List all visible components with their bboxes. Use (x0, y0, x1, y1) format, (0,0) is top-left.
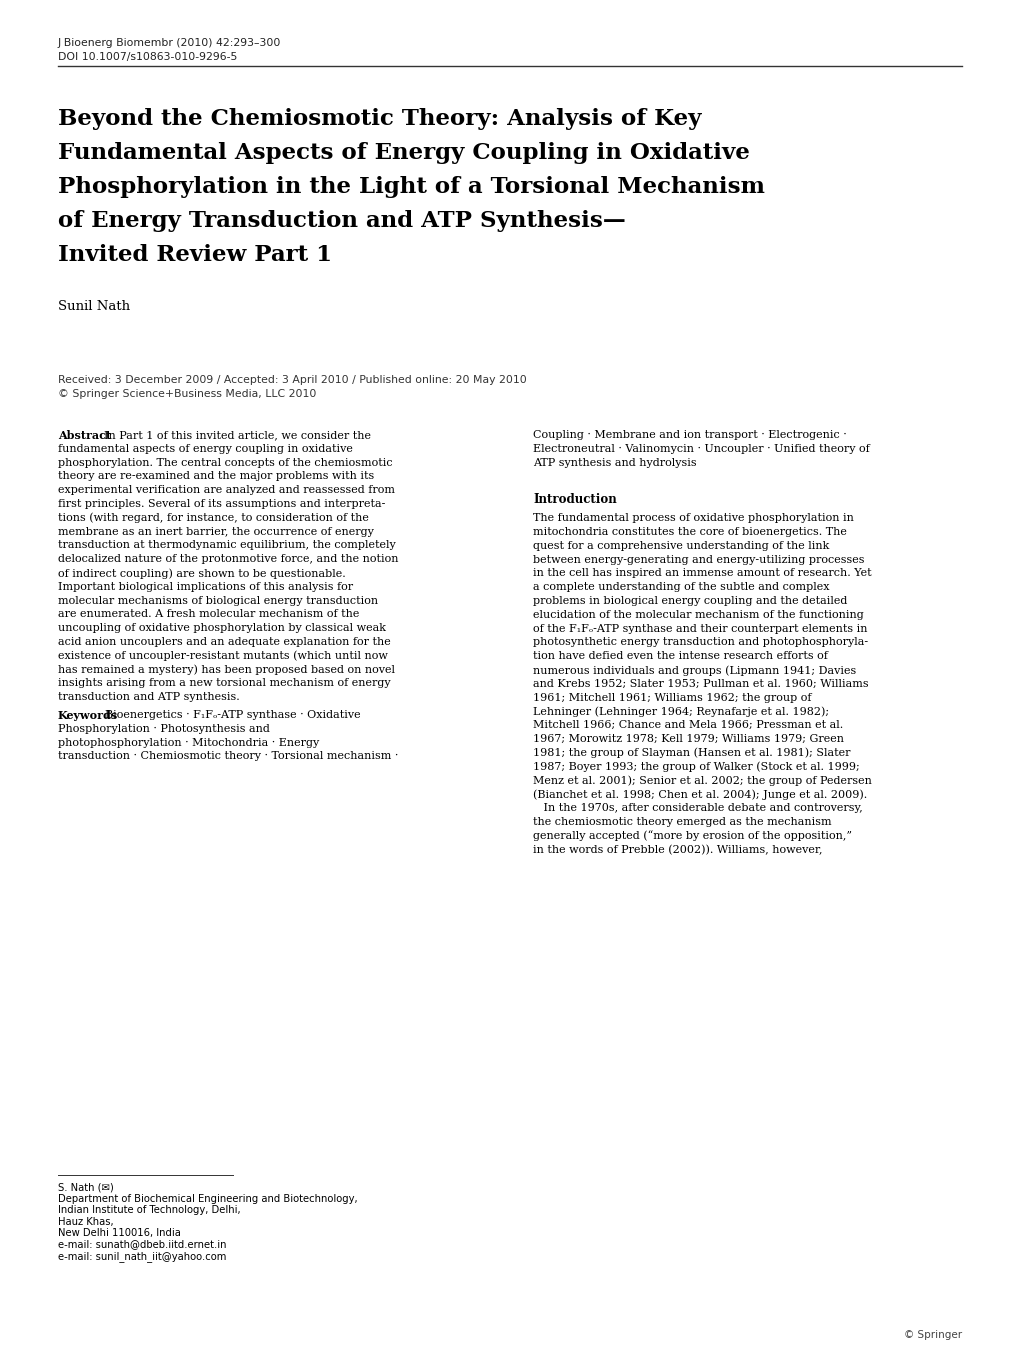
Text: molecular mechanisms of biological energy transduction: molecular mechanisms of biological energ… (58, 596, 378, 606)
Text: in the cell has inspired an immense amount of research. Yet: in the cell has inspired an immense amou… (533, 568, 871, 579)
Text: Abstract: Abstract (58, 430, 111, 440)
Text: e-mail: sunath@dbeb.iitd.ernet.in: e-mail: sunath@dbeb.iitd.ernet.in (58, 1240, 226, 1249)
Text: ATP synthesis and hydrolysis: ATP synthesis and hydrolysis (533, 458, 696, 467)
Text: Hauz Khas,: Hauz Khas, (58, 1217, 113, 1226)
Text: Indian Institute of Technology, Delhi,: Indian Institute of Technology, Delhi, (58, 1205, 240, 1215)
Text: of Energy Transduction and ATP Synthesis—: of Energy Transduction and ATP Synthesis… (58, 210, 625, 232)
Text: Coupling · Membrane and ion transport · Electrogenic ·: Coupling · Membrane and ion transport · … (533, 430, 846, 440)
Text: are enumerated. A fresh molecular mechanism of the: are enumerated. A fresh molecular mechan… (58, 610, 359, 619)
Text: uncoupling of oxidative phosphorylation by classical weak: uncoupling of oxidative phosphorylation … (58, 623, 385, 633)
Text: The fundamental process of oxidative phosphorylation in: The fundamental process of oxidative pho… (533, 514, 853, 523)
Text: 1967; Morowitz 1978; Kell 1979; Williams 1979; Green: 1967; Morowitz 1978; Kell 1979; Williams… (533, 734, 843, 744)
Text: Electroneutral · Valinomycin · Uncoupler · Unified theory of: Electroneutral · Valinomycin · Uncoupler… (533, 444, 869, 454)
Text: 1961; Mitchell 1961; Williams 1962; the group of: 1961; Mitchell 1961; Williams 1962; the … (533, 692, 811, 703)
Text: Important biological implications of this analysis for: Important biological implications of thi… (58, 581, 353, 592)
Text: Phosphorylation in the Light of a Torsional Mechanism: Phosphorylation in the Light of a Torsio… (58, 176, 764, 198)
Text: phosphorylation. The central concepts of the chemiosmotic: phosphorylation. The central concepts of… (58, 458, 392, 467)
Text: J Bioenerg Biomembr (2010) 42:293–300: J Bioenerg Biomembr (2010) 42:293–300 (58, 38, 281, 47)
Text: In Part 1 of this invited article, we consider the: In Part 1 of this invited article, we co… (104, 430, 371, 440)
Text: a complete understanding of the subtle and complex: a complete understanding of the subtle a… (533, 583, 828, 592)
Text: (Bianchet et al. 1998; Chen et al. 2004); Junge et al. 2009).: (Bianchet et al. 1998; Chen et al. 2004)… (533, 789, 866, 799)
Text: Lehninger (Lehninger 1964; Reynafarje et al. 1982);: Lehninger (Lehninger 1964; Reynafarje et… (533, 706, 828, 717)
Text: Introduction: Introduction (533, 493, 616, 507)
Text: In the 1970s, after considerable debate and controversy,: In the 1970s, after considerable debate … (533, 804, 862, 813)
Text: generally accepted (“more by erosion of the opposition,”: generally accepted (“more by erosion of … (533, 831, 851, 841)
Text: transduction at thermodynamic equilibrium, the completely: transduction at thermodynamic equilibriu… (58, 541, 395, 550)
Text: Keywords: Keywords (58, 710, 118, 721)
Text: numerous individuals and groups (Lipmann 1941; Davies: numerous individuals and groups (Lipmann… (533, 665, 855, 676)
Text: Phosphorylation · Photosynthesis and: Phosphorylation · Photosynthesis and (58, 724, 270, 734)
Text: photophosphorylation · Mitochondria · Energy: photophosphorylation · Mitochondria · En… (58, 737, 319, 748)
Text: © Springer: © Springer (903, 1331, 961, 1340)
Text: the chemiosmotic theory emerged as the mechanism: the chemiosmotic theory emerged as the m… (533, 817, 830, 827)
Text: has remained a mystery) has been proposed based on novel: has remained a mystery) has been propose… (58, 664, 394, 675)
Text: Bioenergetics · F₁Fₒ-ATP synthase · Oxidative: Bioenergetics · F₁Fₒ-ATP synthase · Oxid… (105, 710, 361, 720)
Text: delocalized nature of the protonmotive force, and the notion: delocalized nature of the protonmotive f… (58, 554, 398, 564)
Text: experimental verification are analyzed and reassessed from: experimental verification are analyzed a… (58, 485, 394, 495)
Text: between energy-generating and energy-utilizing processes: between energy-generating and energy-uti… (533, 554, 864, 565)
Text: of indirect coupling) are shown to be questionable.: of indirect coupling) are shown to be qu… (58, 568, 345, 579)
Text: tions (with regard, for instance, to consideration of the: tions (with regard, for instance, to con… (58, 512, 369, 523)
Text: photosynthetic energy transduction and photophosphoryla-: photosynthetic energy transduction and p… (533, 637, 867, 648)
Text: problems in biological energy coupling and the detailed: problems in biological energy coupling a… (533, 596, 847, 606)
Text: Invited Review Part 1: Invited Review Part 1 (58, 244, 331, 266)
Text: quest for a comprehensive understanding of the link: quest for a comprehensive understanding … (533, 541, 828, 550)
Text: Beyond the Chemiosmotic Theory: Analysis of Key: Beyond the Chemiosmotic Theory: Analysis… (58, 108, 701, 130)
Text: Fundamental Aspects of Energy Coupling in Oxidative: Fundamental Aspects of Energy Coupling i… (58, 142, 749, 164)
Text: theory are re-examined and the major problems with its: theory are re-examined and the major pro… (58, 472, 374, 481)
Text: Sunil Nath: Sunil Nath (58, 299, 130, 313)
Text: DOI 10.1007/s10863-010-9296-5: DOI 10.1007/s10863-010-9296-5 (58, 51, 237, 62)
Text: mitochondria constitutes the core of bioenergetics. The: mitochondria constitutes the core of bio… (533, 527, 846, 537)
Text: Received: 3 December 2009 / Accepted: 3 April 2010 / Published online: 20 May 20: Received: 3 December 2009 / Accepted: 3 … (58, 375, 526, 385)
Text: of the F₁Fₒ-ATP synthase and their counterpart elements in: of the F₁Fₒ-ATP synthase and their count… (533, 623, 866, 634)
Text: © Springer Science+Business Media, LLC 2010: © Springer Science+Business Media, LLC 2… (58, 389, 316, 398)
Text: Department of Biochemical Engineering and Biotechnology,: Department of Biochemical Engineering an… (58, 1194, 358, 1203)
Text: first principles. Several of its assumptions and interpreta-: first principles. Several of its assumpt… (58, 499, 385, 509)
Text: S. Nath (✉): S. Nath (✉) (58, 1182, 114, 1192)
Text: membrane as an inert barrier, the occurrence of energy: membrane as an inert barrier, the occurr… (58, 527, 374, 537)
Text: acid anion uncouplers and an adequate explanation for the: acid anion uncouplers and an adequate ex… (58, 637, 390, 646)
Text: tion have defied even the intense research efforts of: tion have defied even the intense resear… (533, 652, 827, 661)
Text: in the words of Prebble (2002)). Williams, however,: in the words of Prebble (2002)). William… (533, 844, 821, 855)
Text: and Krebs 1952; Slater 1953; Pullman et al. 1960; Williams: and Krebs 1952; Slater 1953; Pullman et … (533, 679, 868, 688)
Text: insights arising from a new torsional mechanism of energy: insights arising from a new torsional me… (58, 679, 390, 688)
Text: elucidation of the molecular mechanism of the functioning: elucidation of the molecular mechanism o… (533, 610, 863, 619)
Text: e-mail: sunil_nath_iit@yahoo.com: e-mail: sunil_nath_iit@yahoo.com (58, 1251, 226, 1262)
Text: 1981; the group of Slayman (Hansen et al. 1981); Slater: 1981; the group of Slayman (Hansen et al… (533, 748, 850, 759)
Text: 1987; Boyer 1993; the group of Walker (Stock et al. 1999;: 1987; Boyer 1993; the group of Walker (S… (533, 762, 859, 772)
Text: Mitchell 1966; Chance and Mela 1966; Pressman et al.: Mitchell 1966; Chance and Mela 1966; Pre… (533, 721, 843, 730)
Text: transduction and ATP synthesis.: transduction and ATP synthesis. (58, 692, 239, 702)
Text: New Delhi 110016, India: New Delhi 110016, India (58, 1228, 180, 1238)
Text: transduction · Chemiosmotic theory · Torsional mechanism ·: transduction · Chemiosmotic theory · Tor… (58, 752, 398, 762)
Text: fundamental aspects of energy coupling in oxidative: fundamental aspects of energy coupling i… (58, 444, 353, 454)
Text: Menz et al. 2001); Senior et al. 2002; the group of Pedersen: Menz et al. 2001); Senior et al. 2002; t… (533, 775, 871, 786)
Text: existence of uncoupler-resistant mutants (which until now: existence of uncoupler-resistant mutants… (58, 650, 387, 661)
